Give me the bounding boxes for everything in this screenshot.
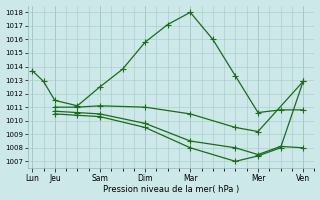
X-axis label: Pression niveau de la mer( hPa ): Pression niveau de la mer( hPa ) [103, 185, 239, 194]
